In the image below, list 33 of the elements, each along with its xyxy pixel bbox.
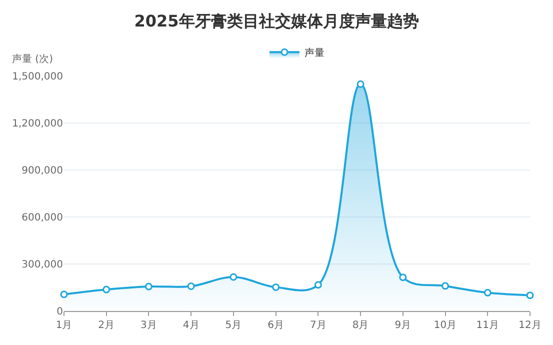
y-tick-label: 900,000 xyxy=(22,166,63,176)
chart-title: 2025年牙膏类目社交媒体月度声量趋势 xyxy=(134,12,419,31)
x-tick-label: 9月 xyxy=(394,320,412,331)
point xyxy=(272,283,280,291)
point xyxy=(102,286,110,294)
point xyxy=(526,292,534,300)
point xyxy=(314,281,322,289)
x-tick-label: 11月 xyxy=(476,320,500,331)
legend-label: 声量 xyxy=(304,47,324,59)
x-tick-label: 5月 xyxy=(225,320,242,331)
point xyxy=(442,282,450,290)
x-tick-label: 7月 xyxy=(310,320,326,331)
y-tick-label: 1,500,000 xyxy=(12,72,63,82)
point xyxy=(230,273,238,281)
point xyxy=(144,282,152,290)
point xyxy=(484,288,492,296)
y-tick-label: 600,000 xyxy=(22,212,63,224)
x-tick-label: 10月 xyxy=(434,320,457,331)
x-tick-label: 2月 xyxy=(98,320,115,331)
point xyxy=(187,282,195,290)
point xyxy=(399,274,407,282)
x-tick-label: 6月 xyxy=(268,320,284,331)
y-tick-label: 1,200,000 xyxy=(12,118,63,130)
x-tick-label: 12月 xyxy=(518,320,542,331)
point xyxy=(356,80,364,88)
y-tick-label: 300,000 xyxy=(22,260,63,270)
x-tick-label: 3月 xyxy=(140,320,157,331)
x-tick-label: 4月 xyxy=(182,320,200,331)
x-tick-label: 8月 xyxy=(352,320,369,331)
y-tick-label: 0 xyxy=(56,306,63,318)
x-tick-label: 1月 xyxy=(56,320,72,331)
point xyxy=(60,290,68,298)
y-axis-title: 声量 (次) xyxy=(12,53,54,65)
